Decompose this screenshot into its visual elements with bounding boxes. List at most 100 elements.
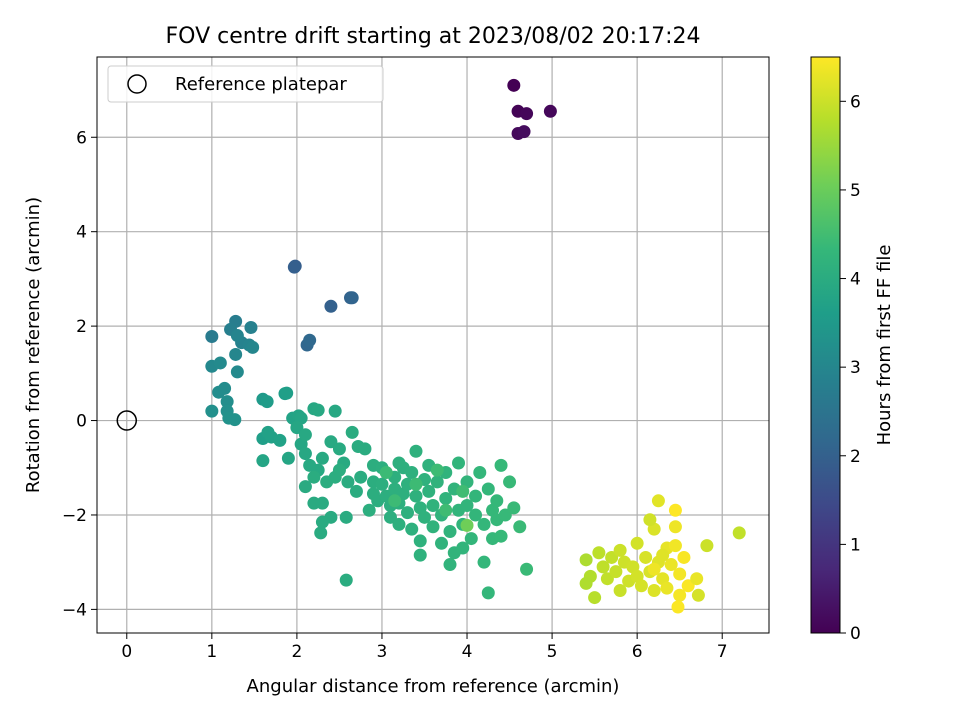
scatter-point: [290, 421, 304, 435]
scatter-point: [643, 513, 657, 527]
y-tick-label: 6: [76, 128, 87, 148]
plot-frame: [96, 56, 770, 634]
scatter-point: [605, 550, 619, 564]
scatter-point: [220, 395, 234, 409]
scatter-point: [315, 451, 329, 465]
scatter-point: [494, 529, 508, 543]
scatter-point: [656, 548, 670, 562]
x-tick-label: 6: [632, 642, 643, 662]
scatter-point: [324, 435, 338, 449]
scatter-point: [303, 333, 317, 347]
scatter-point: [315, 496, 329, 510]
scatter-point: [228, 413, 242, 427]
scatter-point: [260, 395, 274, 409]
scatter-point: [507, 78, 521, 92]
colorbar-tick-label: 6: [850, 92, 861, 112]
scatter-point: [520, 107, 534, 121]
scatter-point: [280, 386, 294, 400]
reference-platepar-marker: [116, 410, 138, 431]
scatter-point: [579, 576, 593, 590]
scatter-point: [205, 330, 219, 344]
scatter-point: [332, 463, 346, 477]
scatter-point: [660, 581, 674, 595]
scatter-point: [490, 494, 504, 508]
scatter-point: [634, 579, 648, 593]
scatter-point: [349, 484, 363, 498]
scatter-point: [439, 491, 453, 505]
colorbar-label: Hours from first FF file: [874, 245, 895, 446]
scatter-point: [405, 465, 419, 479]
scatter-point: [339, 510, 353, 524]
scatter-point: [379, 465, 393, 479]
y-tick-label: 4: [76, 223, 87, 243]
colorbar-tick-label: 2: [850, 447, 861, 467]
scatter-point: [671, 600, 685, 614]
scatter-point: [639, 550, 653, 564]
colorbar-tick-label: 0: [850, 624, 861, 644]
scatter-points: [205, 78, 746, 614]
scatter-point: [460, 499, 474, 513]
y-axis-label: Rotation from reference (arcmin): [23, 197, 44, 493]
y-tick-label: −4: [62, 600, 87, 620]
scatter-point: [651, 494, 665, 508]
scatter-point: [388, 494, 402, 508]
scatter-point: [668, 520, 682, 534]
scatter-point: [677, 550, 691, 564]
colorbar-tick-label: 3: [850, 358, 861, 378]
colorbar-tick-label: 1: [850, 535, 861, 555]
scatter-point: [443, 524, 457, 538]
grid-lines: [97, 57, 769, 633]
scatter-point: [460, 518, 474, 532]
scatter-point: [345, 425, 359, 439]
legend: Reference platepar: [107, 65, 384, 103]
scatter-point: [354, 470, 368, 484]
scatter-point: [417, 510, 431, 524]
scatter-point: [409, 489, 423, 503]
chart-title: FOV centre drift starting at 2023/08/02 …: [166, 24, 701, 49]
scatter-point: [732, 526, 746, 540]
scatter-point: [588, 591, 602, 605]
scatter-point: [469, 489, 483, 503]
scatter-point: [392, 517, 406, 531]
legend-marker-reference: [127, 74, 147, 94]
reference-marker-layer: [116, 410, 138, 431]
scatter-point: [307, 470, 321, 484]
scatter-point: [287, 260, 301, 274]
scatter-point: [430, 463, 444, 477]
scatter-point: [298, 428, 312, 442]
scatter-point: [481, 482, 495, 496]
scatter-point: [328, 404, 342, 418]
x-axis-label: Angular distance from reference (arcmin): [247, 676, 620, 697]
scatter-point: [298, 447, 312, 461]
scatter-point: [517, 125, 531, 139]
colorbar-tick-label: 5: [850, 181, 861, 201]
scatter-point: [543, 104, 557, 118]
colorbar-tick-label: 4: [850, 270, 861, 290]
scatter-point: [213, 356, 227, 370]
scatter-point: [358, 442, 372, 456]
scatter-point: [477, 555, 491, 569]
scatter-point: [664, 558, 678, 572]
scatter-point: [456, 541, 470, 555]
scatter-point: [681, 579, 695, 593]
scatter-point: [244, 321, 258, 335]
x-tick-label: 1: [206, 642, 217, 662]
scatter-point: [477, 517, 491, 531]
scatter-point: [647, 562, 661, 576]
scatter-point: [673, 588, 687, 602]
scatter-point: [668, 539, 682, 553]
scatter-point: [613, 543, 627, 557]
scatter-point: [630, 536, 644, 550]
colorbar-ticks: 0 1 2 3 4 5 6: [840, 92, 861, 644]
scatter-point: [383, 510, 397, 524]
scatter-point: [426, 520, 440, 534]
scatter-point: [668, 503, 682, 517]
scatter-point: [481, 586, 495, 600]
scatter-point: [341, 475, 355, 489]
scatter-point: [443, 558, 457, 572]
scatter-point: [332, 442, 346, 456]
scatter-point: [298, 480, 312, 494]
y-tick-label: −2: [62, 506, 87, 526]
scatter-point: [435, 536, 449, 550]
